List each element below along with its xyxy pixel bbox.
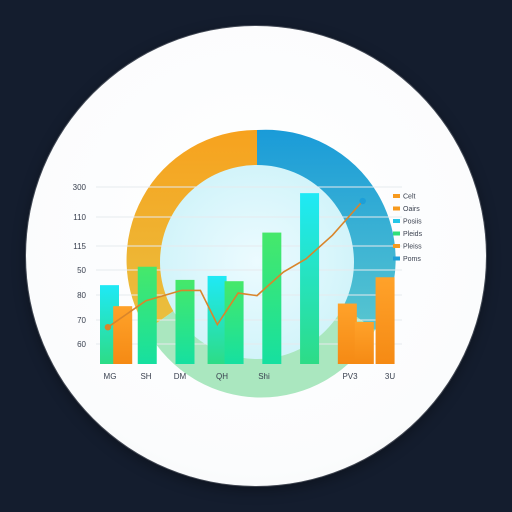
bar: [300, 193, 320, 364]
legend-label: Pleiss: [403, 244, 422, 251]
donut-segment-blue: [257, 129, 396, 330]
bar: [175, 279, 195, 364]
trend-line-group: [104, 197, 366, 331]
bars: [100, 193, 395, 364]
bar: [224, 281, 244, 364]
x-axis: MG SH DM QH Shi PV3 3U: [104, 372, 396, 381]
bar: [137, 266, 157, 364]
legend: Celt Oairs Posiis Pleids Pleiss Poms: [393, 194, 423, 263]
legend-label: Celt: [403, 194, 416, 201]
legend-swatch: [393, 206, 400, 211]
y-axis: 300 110 115 50 80 70 60: [73, 183, 87, 349]
trend-line: [107, 200, 364, 328]
y-tick-label: 60: [77, 340, 86, 349]
line-point: [359, 197, 366, 205]
bar: [354, 321, 374, 364]
legend-label: Oairs: [403, 206, 420, 213]
x-tick-label: QH: [216, 372, 228, 381]
legend-swatch: [393, 194, 400, 198]
legend-swatch: [393, 244, 400, 248]
bar: [113, 306, 133, 364]
bar: [262, 232, 282, 364]
bar: [337, 303, 357, 364]
y-tick-label: 50: [77, 266, 86, 275]
y-tick-label: 110: [73, 213, 86, 222]
y-tick-label: 70: [77, 316, 86, 325]
y-tick-label: 300: [73, 183, 87, 192]
x-tick-label: Shi: [258, 372, 270, 381]
y-tick-label: 80: [77, 291, 86, 300]
legend-swatch: [393, 219, 400, 223]
line-point: [104, 324, 112, 331]
bar: [207, 275, 227, 364]
x-tick-label: DM: [174, 372, 187, 381]
legend-label: Poms: [403, 256, 421, 263]
x-tick-label: PV3: [342, 372, 358, 381]
legend-swatch: [393, 231, 400, 236]
x-tick-label: SH: [140, 372, 151, 381]
x-tick-label: MG: [104, 372, 117, 381]
legend-label: Posiis: [403, 219, 422, 226]
x-tick-label: 3U: [385, 372, 395, 381]
legend-label: Pleids: [403, 231, 423, 238]
legend-swatch: [393, 256, 400, 261]
y-tick-label: 115: [73, 242, 86, 251]
bar: [375, 277, 395, 364]
